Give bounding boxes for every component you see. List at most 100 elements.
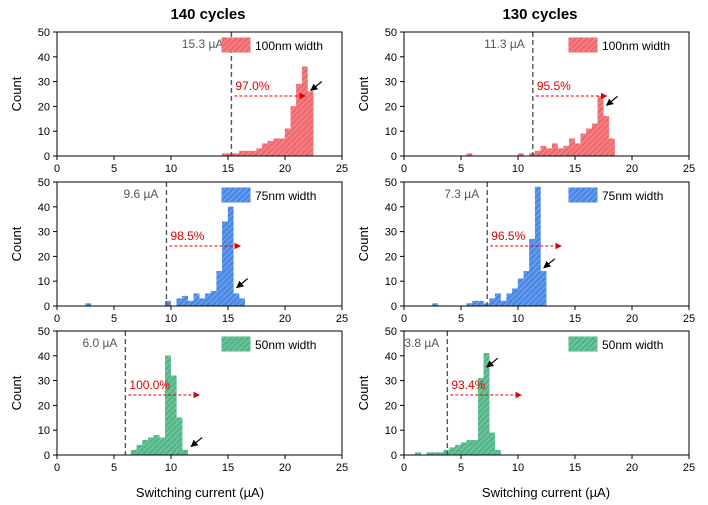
histogram-bar-hatch [239, 151, 245, 156]
histogram-bar-hatch [540, 271, 547, 306]
x-tick-label: 0 [401, 462, 407, 474]
y-axis-label: Count [9, 375, 24, 410]
histogram-bar-hatch [483, 303, 490, 306]
y-tick-label: 30 [38, 77, 50, 89]
legend-label: 100nm width [255, 39, 323, 53]
histogram-bar-hatch [529, 153, 535, 156]
histogram-bar-hatch [449, 447, 455, 455]
x-tick-label: 0 [401, 313, 407, 325]
histogram-bar-hatch [443, 450, 450, 455]
histogram-bar-hatch [188, 301, 194, 306]
x-tick-label: 5 [458, 462, 464, 474]
y-tick-label: 0 [44, 450, 50, 462]
y-axis-label: Count [356, 375, 371, 410]
threshold-label: 11.3 µA [484, 37, 525, 51]
histogram-bar-hatch [518, 153, 524, 156]
histogram-bar-hatch [478, 301, 484, 306]
y-tick-label: 20 [385, 400, 397, 412]
y-tick-label: 50 [385, 326, 397, 338]
histogram-bar-hatch [267, 141, 274, 156]
histogram-bar-hatch [546, 148, 552, 156]
percent-label: 100.0% [129, 378, 170, 392]
y-axis-label: Count [9, 226, 24, 261]
panel-0: 15.3 µA 97.0% 100nm width 0 5 10 15 20 25 0 10 20 30… [9, 27, 348, 175]
legend-swatch-hatch [569, 188, 597, 202]
legend-label: 50nm width [255, 338, 316, 352]
peak-arrow [190, 437, 203, 448]
histogram-bar-hatch [285, 128, 291, 156]
histogram-bar-hatch [523, 271, 530, 306]
legend-label: 50nm width [602, 338, 663, 352]
plot-frame [56, 181, 343, 307]
y-tick-label: 10 [38, 126, 50, 138]
xlabel-right: Switching current (µA) [482, 485, 610, 500]
histogram-bar-hatch [500, 301, 507, 306]
peak-arrow [543, 258, 556, 269]
histogram-bar-hatch [575, 143, 581, 156]
x-tick-label: 5 [458, 163, 464, 175]
x-tick-label: 20 [626, 313, 638, 325]
histogram-bar-hatch [210, 291, 217, 306]
legend-swatch-hatch [222, 188, 250, 202]
panel-5: 3.8 µA 93.4% 50nm width 0 5 10 15 20 25 0 10 20 30 40… [356, 326, 695, 474]
y-tick-label: 30 [385, 376, 397, 388]
histogram-bar-hatch [136, 445, 143, 455]
peak-arrow [310, 81, 323, 91]
x-tick-label: 15 [222, 462, 234, 474]
x-tick-label: 20 [626, 462, 638, 474]
histogram-bar-hatch [153, 435, 160, 455]
column-title-140-cycles: 140 cycles [170, 6, 245, 23]
histogram-bar-hatch [273, 138, 279, 156]
histogram-bar-hatch [597, 96, 604, 156]
histogram-bar-hatch [426, 452, 433, 455]
y-tick-label: 40 [38, 52, 50, 64]
histogram-bar-hatch [131, 450, 137, 455]
y-tick-label: 20 [38, 101, 50, 113]
x-tick-label: 25 [683, 163, 695, 175]
peak-arrow [486, 357, 499, 368]
histogram-bar-hatch [256, 148, 262, 156]
y-tick-label: 30 [385, 77, 397, 89]
percent-label: 95.5% [537, 79, 571, 93]
histogram-bar-hatch [233, 153, 240, 156]
y-tick-label: 10 [385, 425, 397, 437]
histogram-bar-hatch [216, 271, 222, 306]
xlabel-left: Switching current (µA) [136, 485, 264, 500]
histogram-bar-hatch [495, 293, 501, 306]
y-tick-label: 10 [385, 276, 397, 288]
histogram-bar-hatch [182, 296, 188, 306]
y-tick-label: 40 [385, 202, 397, 214]
legend-swatch-hatch [222, 337, 250, 351]
histogram-bar-hatch [489, 432, 495, 455]
x-tick-label: 0 [54, 313, 60, 325]
plot-frame [56, 330, 343, 456]
y-tick-label: 40 [38, 351, 50, 363]
histogram-bar-hatch [540, 146, 547, 156]
histogram-bar-hatch [296, 84, 302, 156]
histogram-bar-hatch [466, 153, 473, 156]
histogram-bar-hatch [512, 288, 518, 306]
histogram-bar-hatch [466, 440, 473, 455]
histogram-bar-hatch [279, 138, 285, 156]
x-tick-label: 0 [401, 163, 407, 175]
histogram-bar-hatch [461, 442, 467, 455]
threshold-label: 7.3 µA [444, 187, 479, 201]
y-tick-label: 40 [385, 351, 397, 363]
y-tick-label: 40 [385, 52, 397, 64]
histogram-bar-hatch [142, 440, 148, 455]
y-tick-label: 0 [391, 151, 397, 163]
panel-2: 9.6 µA 98.5% 75nm width 0 5 10 15 20 25 0 10 20 30 40… [9, 177, 348, 325]
histogram-bar-hatch [290, 106, 297, 156]
x-tick-label: 10 [165, 313, 177, 325]
panel-3: 7.3 µA 96.5% 75nm width 0 5 10 15 20 25 0 10 20 30 40… [356, 177, 695, 325]
x-tick-label: 20 [279, 313, 291, 325]
histogram-bar-hatch [245, 151, 251, 156]
threshold-label: 6.0 µA [82, 336, 117, 350]
y-tick-label: 30 [38, 227, 50, 239]
percent-label: 98.5% [170, 229, 204, 243]
histogram-bar-hatch [250, 151, 257, 156]
histogram-bar-hatch [432, 452, 438, 455]
y-tick-label: 10 [38, 425, 50, 437]
legend-label: 100nm width [602, 39, 670, 53]
x-tick-label: 5 [111, 313, 117, 325]
